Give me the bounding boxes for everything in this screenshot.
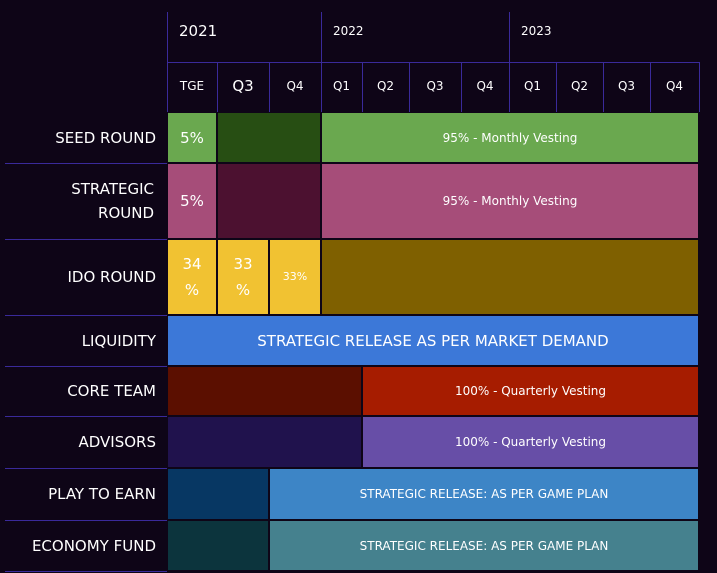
vesting-cell-text: 100% - Quarterly Vesting: [454, 384, 607, 398]
vesting-cell-text: 5%: [180, 192, 204, 210]
vesting-cell: 95% - Monthly Vesting: [321, 163, 699, 239]
vesting-cell-text: 33%: [282, 270, 308, 283]
row-label: STRATEGIC ROUND: [71, 180, 154, 222]
grid-line-horizontal: [5, 239, 167, 240]
vesting-cell-text: 95% - Monthly Vesting: [442, 194, 578, 208]
row-label: IDO ROUND: [67, 268, 156, 286]
vesting-cell: 100% - Quarterly Vesting: [362, 366, 699, 416]
row-label: CORE TEAM: [67, 382, 156, 400]
quarter-header: Q4: [665, 79, 684, 93]
grid-line-vertical: [461, 62, 462, 112]
quarter-header: Q1: [523, 79, 542, 93]
vesting-cell: 5%: [167, 112, 217, 163]
grid-line-vertical: [603, 62, 604, 112]
vesting-cell: 33%: [269, 239, 321, 315]
vesting-cell-text: 34 %: [182, 255, 202, 299]
grid-line-horizontal: [5, 468, 167, 469]
grid-line-vertical: [699, 62, 700, 112]
grid-line-vertical: [556, 62, 557, 112]
quarter-header: Q3: [617, 79, 636, 93]
vesting-cell: 34 %: [167, 239, 217, 315]
quarter-header: TGE: [179, 79, 205, 93]
quarter-header: Q3: [232, 77, 254, 95]
grid-line-vertical: [269, 62, 270, 112]
row-label: LIQUIDITY: [81, 331, 156, 350]
quarter-header: Q4: [476, 79, 494, 93]
row-label: SEED ROUND: [55, 128, 156, 147]
vesting-cell: 100% - Quarterly Vesting: [362, 416, 699, 468]
vesting-cell: 95% - Monthly Vesting: [321, 112, 699, 163]
vesting-cell: [167, 416, 362, 468]
row-label: ECONOMY FUND: [31, 536, 156, 555]
grid-line-horizontal: [5, 520, 167, 521]
grid-line-vertical: [409, 62, 410, 112]
vesting-cell: STRATEGIC RELEASE: AS PER GAME PLAN: [269, 468, 699, 520]
year-header: 2022: [333, 24, 364, 38]
vesting-cell: STRATEGIC RELEASE: AS PER GAME PLAN: [269, 520, 699, 571]
year-header: 2023: [521, 24, 552, 38]
vesting-cell-text: STRATEGIC RELEASE AS PER MARKET DEMAND: [257, 331, 609, 350]
grid-line-horizontal: [5, 315, 167, 316]
year-header: 2021: [179, 22, 218, 40]
quarter-header: Q3: [426, 79, 444, 93]
quarter-header: Q2: [376, 79, 395, 93]
grid-line-vertical: [650, 62, 651, 112]
vesting-cell-text: 100% - Quarterly Vesting: [454, 435, 607, 449]
vesting-cell: [217, 112, 321, 163]
vesting-cell: [167, 520, 269, 571]
vesting-cell: [321, 239, 699, 315]
quarter-header: Q4: [286, 79, 304, 93]
vesting-cell-text: STRATEGIC RELEASE: AS PER GAME PLAN: [359, 538, 609, 553]
vesting-cell-text: 5%: [180, 128, 204, 147]
vesting-cell: 33 %: [217, 239, 269, 315]
quarter-header: Q2: [570, 79, 589, 93]
grid-line-horizontal: [5, 571, 167, 572]
vesting-cell-text: 33 %: [233, 255, 253, 299]
vesting-cell: [167, 468, 269, 520]
grid-line-vertical: [362, 62, 363, 112]
vesting-cell: [217, 163, 321, 239]
grid-line-horizontal: [5, 163, 167, 164]
quarter-header: Q1: [332, 79, 351, 93]
grid-line-vertical: [217, 62, 218, 112]
row-label: ADVISORS: [78, 433, 156, 451]
vesting-cell: STRATEGIC RELEASE AS PER MARKET DEMAND: [167, 315, 699, 366]
grid-line-horizontal: [5, 366, 167, 367]
vesting-cell-text: STRATEGIC RELEASE: AS PER GAME PLAN: [359, 487, 609, 501]
grid-line-horizontal: [5, 416, 167, 417]
grid-line-horizontal: [167, 62, 699, 63]
vesting-cell: 5%: [167, 163, 217, 239]
vesting-cell-text: 95% - Monthly Vesting: [442, 130, 578, 145]
vesting-cell: [167, 366, 362, 416]
row-label: PLAY TO EARN: [48, 485, 156, 503]
